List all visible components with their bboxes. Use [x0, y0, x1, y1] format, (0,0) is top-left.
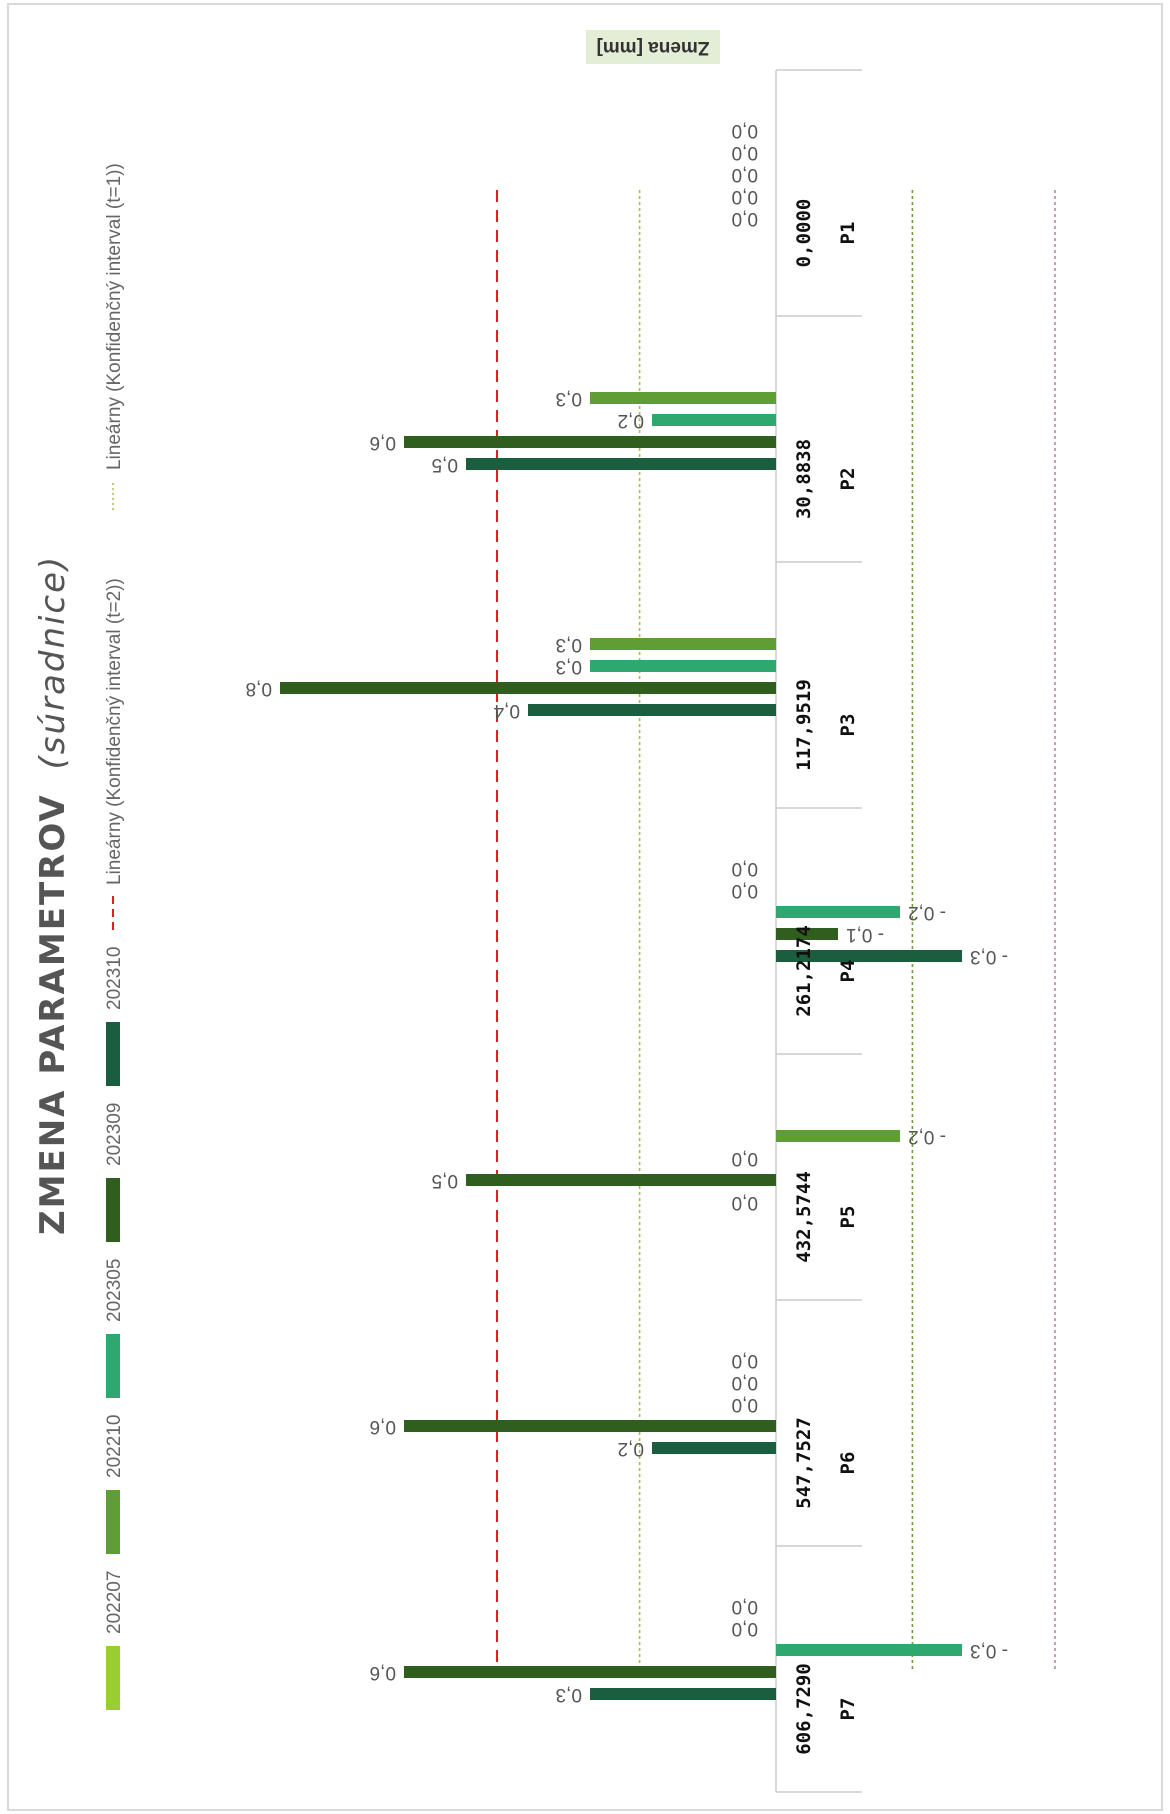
- data-label: 0,3: [556, 656, 582, 677]
- bar: [404, 1420, 776, 1432]
- data-label: 0,0: [732, 1596, 758, 1617]
- bar: [590, 638, 776, 650]
- category-label: P2: [837, 468, 859, 491]
- bar: [590, 1688, 776, 1700]
- bar: [280, 682, 776, 694]
- plot-area: 0,00,00,00,00,0 0,0000 P10,30,20,60,5 30,88…: [246, 69, 1056, 1793]
- bar: [404, 1666, 776, 1678]
- bar: [466, 458, 776, 470]
- data-label: 0,8: [246, 678, 272, 699]
- station-label: 0,0000: [793, 199, 815, 268]
- data-label: 0,2: [618, 410, 644, 431]
- category-label: P1: [837, 222, 859, 245]
- bar: [590, 392, 776, 404]
- data-label: 0,6: [370, 432, 396, 453]
- data-label: 0,0: [732, 120, 758, 141]
- data-label: - 0,2: [908, 902, 946, 923]
- category-label: P5: [837, 1206, 859, 1229]
- chart-title: ZMENA PARAMETROV (súradnice): [33, 555, 73, 1235]
- data-label: 0,3: [556, 634, 582, 655]
- legend-swatch: [106, 1334, 120, 1398]
- category-label: P4: [837, 960, 859, 983]
- legend-label: 202305: [104, 1259, 125, 1322]
- data-label: 0,0: [732, 1350, 758, 1371]
- category-label: P7: [837, 1698, 859, 1721]
- legend: 202207 202210 202305 202309 202310 Lineárny (…: [104, 163, 125, 1710]
- station-label: 261,2174: [793, 925, 815, 1017]
- data-label: 0,5: [432, 454, 458, 475]
- data-label: 0,0: [732, 142, 758, 163]
- bar: [590, 660, 776, 672]
- data-label: 0,0: [732, 1192, 758, 1213]
- data-label: 0,0: [732, 858, 758, 879]
- data-label: 0,6: [370, 1662, 396, 1683]
- data-label: 0,3: [556, 1684, 582, 1705]
- bar: [404, 436, 776, 448]
- data-label: 0,0: [732, 880, 758, 901]
- data-label: - 0,3: [970, 946, 1008, 967]
- data-label: 0,0: [732, 186, 758, 207]
- legend-label: 202310: [104, 947, 125, 1010]
- station-label: 30,8838: [793, 439, 815, 519]
- bar: [652, 1442, 776, 1454]
- data-label: 0,0: [732, 1372, 758, 1393]
- axis-title-box: Zmena [mm]: [586, 30, 720, 64]
- data-label: 0,5: [432, 1170, 458, 1191]
- legend-label: 202207: [104, 1571, 125, 1634]
- data-label: 0,0: [732, 1394, 758, 1415]
- bar: [652, 414, 776, 426]
- bar: [776, 1644, 962, 1656]
- data-label: 0,4: [493, 700, 520, 721]
- station-label: 606,7290: [793, 1663, 815, 1755]
- bar: [466, 1174, 776, 1186]
- legend-swatch: [106, 1178, 120, 1242]
- data-label: 0,3: [556, 388, 582, 409]
- category-label: P6: [837, 1452, 859, 1475]
- data-label: 0,6: [370, 1416, 396, 1437]
- data-label: 0,0: [732, 208, 758, 229]
- bar: [528, 704, 776, 716]
- bar: [776, 950, 962, 962]
- data-label: - 0,2: [908, 1126, 946, 1147]
- category-label: P3: [837, 714, 859, 737]
- data-label: 0,0: [732, 1148, 758, 1169]
- data-label: 0,0: [732, 1618, 758, 1639]
- axis-title: Zmena [mm]: [597, 37, 710, 58]
- bar: [776, 1130, 900, 1142]
- legend-label: 202210: [104, 1415, 125, 1478]
- data-label: - 0,3: [970, 1640, 1008, 1661]
- station-label: 117,9519: [793, 679, 815, 771]
- data-label: 0,0: [732, 164, 758, 185]
- bar: [776, 906, 900, 918]
- chart-frame: [7, 3, 1163, 1811]
- station-label: 547,7527: [793, 1417, 815, 1509]
- legend-swatch: [106, 1490, 120, 1554]
- legend-label: 202309: [104, 1103, 125, 1166]
- legend-swatch: [106, 1646, 120, 1710]
- data-label: 0,2: [618, 1438, 644, 1459]
- bar: [776, 928, 838, 940]
- legend-label: Lineárny (Konfidenčný interval (t=1)): [104, 163, 125, 470]
- station-label: 432,5744: [793, 1171, 815, 1263]
- legend-label: Lineárny (Konfidenčný interval (t=2)): [104, 578, 125, 885]
- legend-swatch: [106, 1022, 120, 1086]
- data-label: - 0,1: [846, 924, 884, 945]
